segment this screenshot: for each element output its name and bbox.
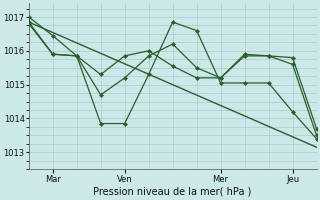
X-axis label: Pression niveau de la mer( hPa ): Pression niveau de la mer( hPa ): [93, 187, 252, 197]
